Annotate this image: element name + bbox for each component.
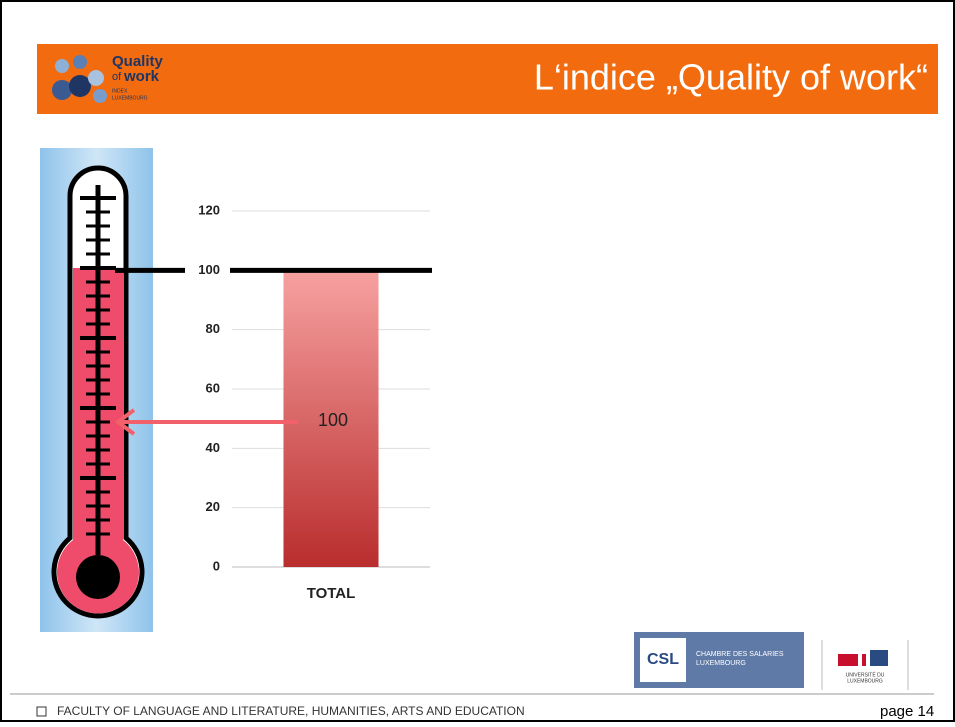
y-tick-label: 60: [206, 380, 220, 395]
csl-logo: CSL CHAMBRE DES SALARIES LUXEMBOURG: [634, 632, 804, 688]
page-number: page 14: [880, 703, 934, 720]
slide-title: L‘indice „Quality of work“: [534, 57, 928, 98]
footer-text: FACULTY OF LANGUAGE AND LITERATURE, HUMA…: [57, 704, 525, 718]
y-tick-label: 120: [198, 202, 220, 217]
y-tick-label: 100: [198, 262, 220, 277]
value-label: 100: [318, 410, 348, 430]
logo-text: LUXEMBOURG: [112, 95, 148, 101]
logo-text: work: [123, 68, 160, 85]
y-tick-label: 40: [206, 440, 220, 455]
thermometer: [40, 148, 153, 632]
uni-text: UNIVERSITÉ DU: [846, 671, 885, 678]
page: Quality of work INDEX LUXEMBOURG L‘indic…: [0, 0, 955, 727]
logo-text: INDEX: [112, 88, 128, 94]
y-tick-label: 20: [206, 499, 220, 514]
y-tick-label: 80: [206, 321, 220, 336]
slide: Quality of work INDEX LUXEMBOURG L‘indic…: [0, 0, 955, 722]
csl-text: LUXEMBOURG: [696, 660, 746, 667]
y-tick-label: 0: [213, 558, 220, 573]
logo-text: of: [112, 71, 122, 83]
csl-text: CHAMBRE DES SALARIES: [696, 651, 784, 658]
x-tick-label: TOTAL: [307, 585, 356, 602]
csl-mark: CSL: [647, 651, 679, 668]
uni-text: LUXEMBOURG: [847, 678, 883, 684]
